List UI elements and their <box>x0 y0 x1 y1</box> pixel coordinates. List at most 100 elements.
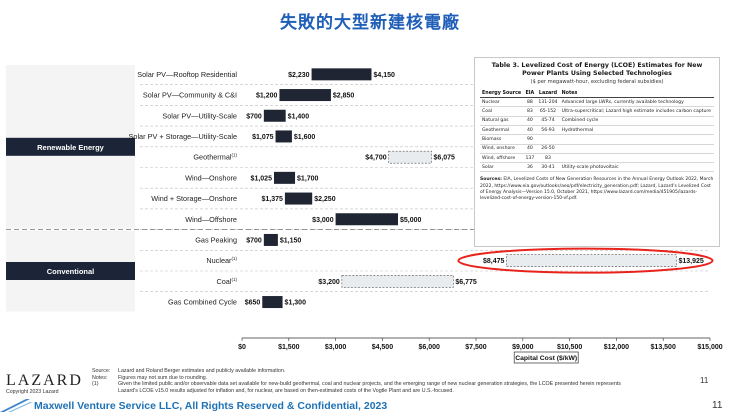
col-energy-source: Energy Source <box>480 89 524 99</box>
high-value-label: $2,850 <box>333 93 355 100</box>
cell-lazard: 30-41 <box>536 162 560 173</box>
low-value-label: $8,475 <box>483 258 505 265</box>
lcoe-table-row: Coal 83 65-152 Ultra-supercritical; Lazard … <box>480 106 714 117</box>
lcoe-table-row: Solar 36 30-41 Utility-scale photovoltaic <box>480 162 714 173</box>
lcoe-table-row: Wind, offshore 137 83 <box>480 153 714 164</box>
high-value-label: $5,000 <box>400 217 422 224</box>
low-value-label: $3,000 <box>312 217 334 224</box>
low-value-label: $3,200 <box>318 279 340 286</box>
x-axis-title-group: Capital Cost ($/kW) <box>513 351 579 364</box>
chart-notes: Source: Lazard and Roland Berger estimate… <box>92 368 692 395</box>
cost-bar <box>388 150 432 164</box>
x-tick-label: $1,500 <box>278 344 300 351</box>
low-value-label: $1,025 <box>251 175 273 182</box>
cost-bar <box>341 275 454 288</box>
high-value-label: $2,250 <box>314 196 336 203</box>
cell-eia: 83 <box>523 106 537 117</box>
cost-bars: $2,230 $4,150 $1,200 $2,850 $700 $1,400 $1,075… <box>245 68 704 309</box>
high-value-label: $6,075 <box>434 155 456 162</box>
col-eia: EIA <box>523 89 537 99</box>
cost-bar <box>311 68 372 81</box>
lcoe-table-row: Wind, onshore 40 26-50 <box>480 144 714 154</box>
low-value-label: $1,200 <box>256 93 278 100</box>
category-label: Wind + Storage—Onshore <box>151 194 237 203</box>
category-label: Wind—Offshore <box>185 215 237 224</box>
category-label: Geothermal(1) <box>193 153 237 162</box>
low-value-label: $650 <box>245 300 261 307</box>
lcoe-table-sources: Sources: EIA, Levelized Costs of New Gen… <box>480 177 714 202</box>
low-value-label: $700 <box>246 113 262 120</box>
group-label-box-0 <box>6 137 135 156</box>
high-value-label: $13,925 <box>678 258 703 265</box>
cell-energy-source: Coal <box>480 106 524 117</box>
cell-notes: Combined cycle <box>559 116 714 127</box>
low-value-label: $700 <box>246 237 262 244</box>
category-label: Solar PV—Utility-Scale <box>162 111 237 120</box>
cell-notes <box>559 134 714 145</box>
cell-energy-source: Natural gas <box>480 116 524 127</box>
lazard-logo: LAZARD <box>6 372 83 389</box>
lcoe-table-panel: Table 3. Levelized Cost of Energy (LCOE)… <box>474 57 720 247</box>
cell-eia: 137 <box>523 153 537 164</box>
x-tick-label: $10,500 <box>557 344 582 351</box>
footnote-mark: (1) <box>232 256 238 261</box>
x-tick-label: $15,000 <box>697 344 722 351</box>
source-key: Source: <box>92 368 111 374</box>
cell-lazard <box>536 134 560 145</box>
cell-lazard: 26-50 <box>536 144 560 154</box>
sources-label: Sources: <box>480 177 502 183</box>
group-label-box-1 <box>6 262 135 280</box>
slide-page-number: 11 <box>700 376 709 385</box>
x-tick-label: $7,500 <box>465 344 487 351</box>
lcoe-table-body: Nuclear 88 131-204 Advanced large LWRs, cur… <box>480 97 714 173</box>
category-label: Nuclear(1) <box>206 256 237 265</box>
cost-bar <box>262 296 283 309</box>
cell-notes: Advanced large LWRs, currently available… <box>559 97 714 108</box>
footnote-mark: (1) <box>232 153 238 158</box>
lcoe-table: Energy Source EIA Lazard Notes Nuclear 88… <box>480 89 714 173</box>
high-value-label: $4,150 <box>373 72 395 79</box>
footer-bar: Maxwell Venture Service LLC, All Rights … <box>0 398 740 416</box>
high-value-label: $1,400 <box>288 113 310 120</box>
cell-notes: Hydrothermal <box>559 125 714 136</box>
category-label: Wind—Onshore <box>185 173 237 182</box>
col-notes: Notes <box>559 89 714 99</box>
category-label: Solar PV—Rooftop Residential <box>137 70 237 79</box>
x-axis-title-box <box>513 351 579 364</box>
cell-eia: 36 <box>523 162 537 173</box>
cell-eia: 40 <box>523 125 537 136</box>
cost-bar <box>263 109 286 122</box>
cell-lazard: 65-152 <box>536 106 560 117</box>
copyright: Copyright 2023 Lazard <box>6 389 59 395</box>
cell-eia: 90 <box>523 134 537 145</box>
footnote-mark: (1) <box>232 277 238 282</box>
footnote-1-text-cont: Lazard's LCOE v15.0 results adjusted for… <box>118 388 454 395</box>
cell-notes <box>559 153 714 164</box>
category-label: Gas Combined Cycle <box>168 298 237 307</box>
notes-text: Figures may not sum due to rounding. <box>118 374 208 381</box>
x-axis-title: Capital Cost ($/kW) <box>515 355 577 362</box>
footer-decoration <box>0 399 33 412</box>
category-labels: Solar PV—Rooftop Residential Solar PV—Com… <box>129 70 238 307</box>
cell-lazard: 56-93 <box>536 125 560 136</box>
x-tick-label: $12,000 <box>604 344 629 351</box>
nuclear-highlight-ellipse <box>457 247 714 274</box>
page-title: 失敗的大型新建核電廠 <box>280 13 460 33</box>
group-label-1: Conventional <box>47 267 95 276</box>
cell-notes <box>559 144 714 154</box>
category-label: Solar PV + Storage—Utility-Scale <box>129 132 237 141</box>
high-value-label: $1,150 <box>280 237 302 244</box>
high-value-label: $1,700 <box>297 175 319 182</box>
x-tick-label: $6,000 <box>418 344 440 351</box>
x-tick-label: $13,500 <box>651 344 676 351</box>
cell-lazard: 45-74 <box>536 116 560 127</box>
low-value-label: $4,700 <box>365 155 387 162</box>
lcoe-table-row: Nuclear 88 131-204 Advanced large LWRs, cur… <box>480 97 714 108</box>
cell-eia: 40 <box>523 144 537 154</box>
cost-bar <box>273 171 296 184</box>
cell-eia: 40 <box>523 116 537 127</box>
cost-bar <box>335 213 398 226</box>
cell-energy-source: Nuclear <box>480 97 524 108</box>
cost-bar <box>506 254 677 267</box>
footnote-1-text: Given the limited public and/or observab… <box>118 381 621 388</box>
